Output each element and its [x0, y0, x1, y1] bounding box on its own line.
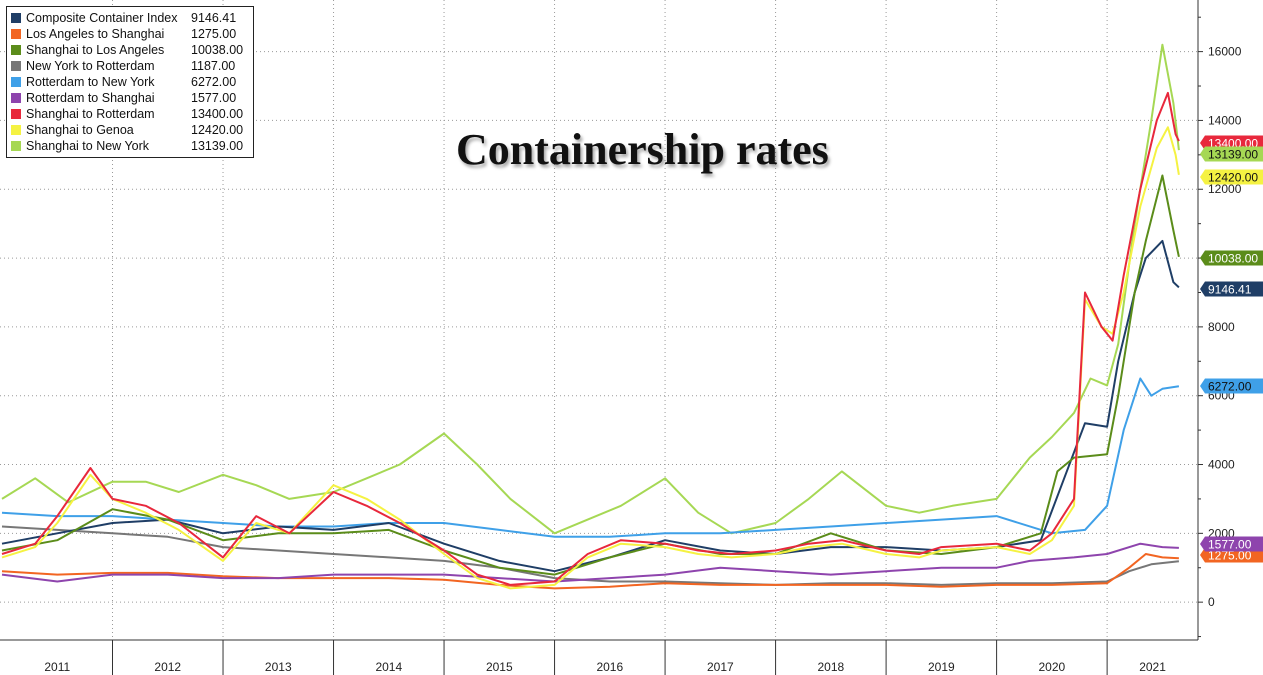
x-tick-label: 2018: [817, 660, 844, 674]
x-tick-label: 2019: [928, 660, 955, 674]
x-axis: 2011 2012 2013 2014 2015 2016 2017 2018 2019 2020…: [0, 639, 1198, 675]
end-label-shanghai-to-los-angeles: 10038.00: [1200, 250, 1263, 266]
legend-series-value: 1577.00: [191, 91, 237, 105]
series-line-composite-container-index: [1, 239, 1180, 573]
x-tick-label: 2017: [707, 660, 734, 674]
x-tick-label: 2012: [154, 660, 181, 674]
y-tick-label: 12000: [1208, 182, 1242, 196]
legend-series-name: Shanghai to Rotterdam: [26, 107, 155, 121]
chart-title: Containership rates: [456, 125, 829, 174]
series-line-shanghai-to-genoa: [1, 126, 1180, 590]
series-line-rotterdam-to-new-york: [1, 377, 1180, 538]
legend-swatch: [11, 45, 21, 55]
legend-series-value: 1275.00: [191, 27, 237, 41]
y-tick-label: 8000: [1208, 320, 1235, 334]
legend-series-name: Rotterdam to Shanghai: [26, 91, 155, 105]
series-line-los-angeles-to-shanghai: [1, 553, 1179, 590]
legend-series-value: 13400.00: [191, 107, 244, 121]
series-lines: [1, 43, 1180, 590]
legend-series-name: Rotterdam to New York: [26, 75, 155, 89]
x-tick-label: 2013: [265, 660, 292, 674]
series-line-new-york-to-rotterdam: [1, 525, 1180, 586]
legend-item: Shanghai to New York 13139.00: [11, 138, 249, 154]
legend-item: Shanghai to Rotterdam 13400.00: [11, 106, 249, 122]
y-tick-label: 16000: [1208, 45, 1242, 59]
svg-text:13139.00: 13139.00: [1208, 148, 1258, 162]
svg-text:6272.00: 6272.00: [1208, 380, 1252, 394]
grid-lines: [0, 0, 1198, 640]
legend-swatch: [11, 141, 21, 151]
end-value-labels: 9146.411275.0010038.006272.001577.001340…: [1200, 135, 1263, 563]
legend-series-name: Los Angeles to Shanghai: [26, 27, 165, 41]
legend: Composite Container Index 9146.41 Los Ange…: [6, 6, 254, 158]
legend-swatch: [11, 29, 21, 39]
legend-series-name: Shanghai to Los Angeles: [26, 43, 165, 57]
legend-swatch: [11, 125, 21, 135]
end-label-shanghai-to-new-york: 13139.00: [1200, 146, 1263, 162]
series-line-rotterdam-to-shanghai: [1, 542, 1179, 583]
svg-text:10038.00: 10038.00: [1208, 252, 1258, 266]
series-line-shanghai-to-los-angeles: [1, 174, 1180, 576]
x-tick-label: 2015: [486, 660, 513, 674]
legend-series-name: Shanghai to New York: [26, 139, 150, 153]
y-tick-label: 4000: [1208, 458, 1235, 472]
legend-item: Rotterdam to New York 6272.00: [11, 74, 249, 90]
legend-series-name: Composite Container Index: [26, 11, 178, 25]
legend-swatch: [11, 93, 21, 103]
legend-item: Composite Container Index 9146.41: [11, 10, 249, 26]
end-label-shanghai-to-genoa: 12420.00: [1200, 169, 1263, 185]
svg-text:1275.00: 1275.00: [1208, 549, 1252, 563]
svg-text:1577.00: 1577.00: [1208, 538, 1252, 552]
x-tick-label: 2020: [1039, 660, 1066, 674]
end-label-composite-container-index: 9146.41: [1200, 281, 1263, 297]
legend-swatch: [11, 109, 21, 119]
y-tick-label: 14000: [1208, 113, 1242, 127]
legend-swatch: [11, 61, 21, 71]
end-label-rotterdam-to-shanghai: 1577.00: [1200, 536, 1263, 552]
legend-item: Shanghai to Los Angeles 10038.00: [11, 42, 249, 58]
legend-series-value: 10038.00: [191, 43, 244, 57]
x-tick-label: 2016: [596, 660, 623, 674]
legend-swatch: [11, 77, 21, 87]
end-label-rotterdam-to-new-york: 6272.00: [1200, 378, 1263, 394]
x-tick-label: 2021: [1139, 660, 1166, 674]
legend-series-value: 6272.00: [191, 75, 237, 89]
legend-series-name: Shanghai to Genoa: [26, 123, 134, 137]
legend-series-name: New York to Rotterdam: [26, 59, 155, 73]
legend-series-value: 13139.00: [191, 139, 244, 153]
x-tick-label: 2014: [375, 660, 402, 674]
series-line-shanghai-to-new-york: [1, 43, 1180, 535]
legend-swatch: [11, 13, 21, 23]
legend-item: Los Angeles to Shanghai 1275.00: [11, 26, 249, 42]
y-tick-label: 0: [1208, 595, 1215, 609]
svg-text:9146.41: 9146.41: [1208, 283, 1252, 297]
legend-item: New York to Rotterdam 1187.00: [11, 58, 249, 74]
legend-item: Rotterdam to Shanghai 1577.00: [11, 90, 249, 106]
legend-item: Shanghai to Genoa 12420.00: [11, 122, 249, 138]
legend-series-value: 9146.41: [191, 11, 237, 25]
x-tick-label: 2011: [44, 660, 70, 674]
legend-series-value: 1187.00: [191, 59, 236, 73]
legend-series-value: 12420.00: [191, 123, 244, 137]
series-line-shanghai-to-rotterdam: [1, 91, 1180, 586]
svg-text:12420.00: 12420.00: [1208, 171, 1258, 185]
